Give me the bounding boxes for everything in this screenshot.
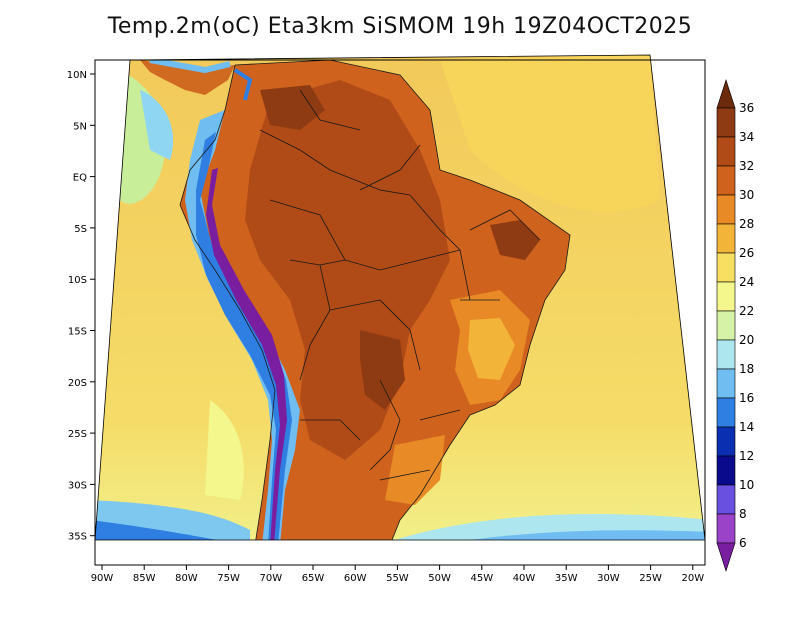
colorbar-swatch: [716, 513, 736, 544]
lat-label: EQ: [73, 173, 87, 184]
lon-label: 30W: [597, 573, 620, 584]
country-borders: [179, 59, 571, 540]
lon-label: 85W: [133, 573, 156, 584]
colorbar-swatch: [716, 165, 736, 196]
lon-label: 75W: [217, 573, 240, 584]
map-title: Temp.2m(oC) Eta3km SiSMOM 19h 19Z04OCT20…: [107, 14, 693, 39]
lon-label: 35W: [555, 573, 578, 584]
lon-label: 40W: [513, 573, 536, 584]
lat-label: 25S: [68, 429, 87, 440]
colorbar-label: 8: [739, 507, 747, 521]
colorbar-label: 12: [739, 449, 754, 463]
south-america: [140, 57, 571, 540]
colorbar-label: 6: [739, 536, 747, 550]
colorbar: 36 34 32 30 28 26 24 22 20 18 16 14 12 10 8 6: [716, 79, 754, 572]
lon-label: 90W: [91, 573, 114, 584]
colorbar-label: 22: [739, 304, 754, 318]
colorbar-max-arrow: [716, 79, 736, 109]
colorbar-label: 36: [739, 101, 754, 115]
colorbar-swatch: [716, 455, 736, 486]
colorbar-label: 16: [739, 391, 754, 405]
colorbar-swatch: [716, 397, 736, 428]
lon-label: 55W: [386, 573, 409, 584]
colorbar-label: 18: [739, 362, 754, 376]
colorbar-label: 24: [739, 275, 754, 289]
colorbar-swatch: [716, 223, 736, 254]
colorbar-swatch: [716, 252, 736, 283]
colorbar-label: 10: [739, 478, 754, 492]
latitude-axis: 10N 5N EQ 5S 10S 15S 20S 25S 30S 35S: [67, 70, 95, 543]
lat-label: 35S: [68, 532, 87, 543]
lat-label: 5S: [74, 224, 87, 235]
lon-label: 60W: [344, 573, 367, 584]
lon-label: 20W: [681, 573, 704, 584]
colorbar-label: 32: [739, 159, 754, 173]
colorbar-swatch: [716, 368, 736, 399]
colorbar-swatch: [716, 107, 736, 138]
colorbar-label: 30: [739, 188, 754, 202]
lat-label: 10S: [68, 275, 87, 286]
lon-label: 70W: [259, 573, 282, 584]
lat-label: 20S: [68, 378, 87, 389]
colorbar-label: 34: [739, 130, 754, 144]
lon-label: 65W: [302, 573, 325, 584]
longitude-axis: 90W 85W 80W 75W 70W 65W 60W 55W 50W 45W 40W 35W 30W 2…: [91, 565, 704, 584]
colorbar-label: 28: [739, 217, 754, 231]
lat-label: 10N: [67, 70, 87, 81]
lon-label: 50W: [428, 573, 451, 584]
andes-cold-strip: [185, 110, 300, 540]
colorbar-label: 26: [739, 246, 754, 260]
colorbar-label: 20: [739, 333, 754, 347]
map-frame: [94, 59, 706, 566]
colorbar-swatch: [716, 281, 736, 312]
lat-label: 5N: [73, 121, 87, 132]
colorbar-swatch: [716, 484, 736, 515]
colorbar-swatch: [716, 310, 736, 341]
lon-label: 25W: [639, 573, 662, 584]
colorbar-swatch: [716, 339, 736, 370]
colorbar-min-arrow: [716, 542, 736, 572]
lat-label: 15S: [68, 327, 87, 338]
colorbar-swatch: [716, 194, 736, 225]
colorbar-swatch: [716, 136, 736, 167]
lon-label: 80W: [175, 573, 198, 584]
lat-label: 30S: [68, 480, 87, 491]
lon-label: 45W: [470, 573, 493, 584]
colorbar-swatch: [716, 426, 736, 457]
colorbar-label: 14: [739, 420, 754, 434]
